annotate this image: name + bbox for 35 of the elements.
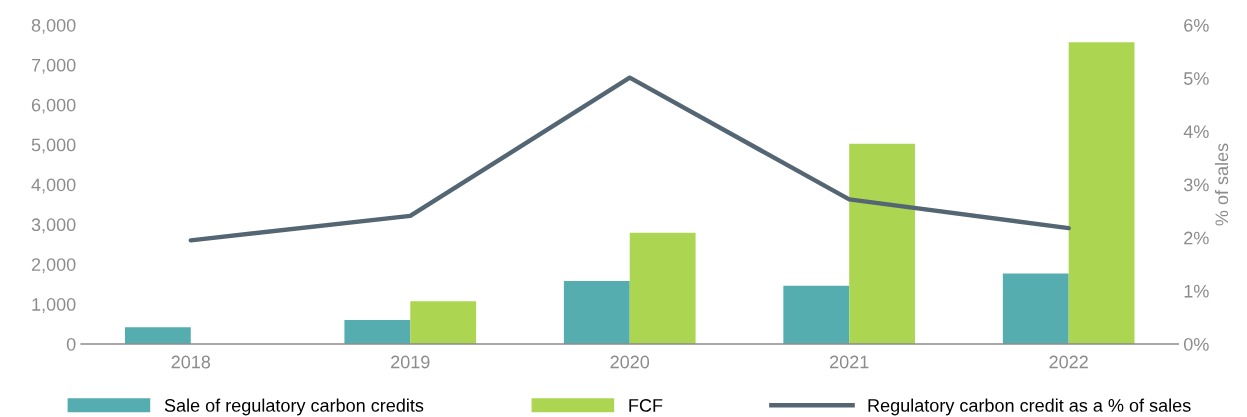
y-tick-label: 1,000 — [32, 298, 76, 313]
bar — [563, 281, 630, 345]
x-tick-label: 2021 — [830, 355, 869, 369]
bar — [344, 320, 411, 345]
y2-tick-label: 4% — [1183, 125, 1209, 138]
y2-tick-label: 6% — [1184, 18, 1209, 32]
legend-label: Sale of regulatory carbon credits — [164, 398, 424, 416]
y2-tick-label: 3% — [1183, 178, 1209, 192]
y2-axis-title: % of sales — [1214, 143, 1229, 226]
x-tick-label: 2022 — [1049, 355, 1088, 369]
bar — [1002, 273, 1069, 345]
bar — [849, 143, 916, 345]
y-tick-label: 3,000 — [31, 218, 76, 234]
x-tick-label: 2019 — [391, 355, 430, 369]
y2-tick-label: 5% — [1184, 72, 1209, 85]
bar — [783, 285, 850, 345]
y-tick-label: 2,000 — [31, 258, 76, 274]
y2-tick-label: 1% — [1184, 284, 1209, 298]
x-tick-label: 2020 — [610, 355, 650, 369]
bar — [410, 301, 477, 345]
bar — [629, 232, 696, 345]
bar — [124, 327, 191, 345]
y-tick-label: 7,000 — [31, 58, 76, 74]
y-tick-label: 4,000 — [31, 178, 76, 194]
x-tick-label: 2018 — [171, 355, 211, 369]
bar — [1068, 42, 1135, 345]
legend-label: Regulatory carbon credit as a % of sales — [868, 398, 1191, 416]
y-tick-label: 0 — [66, 337, 76, 351]
y2-tick-label: 0% — [1183, 337, 1209, 351]
y2-tick-label: 2% — [1184, 231, 1209, 245]
y-tick-label: 8,000 — [31, 18, 76, 34]
y-tick-label: 6,000 — [31, 98, 76, 114]
y-tick-label: 5,000 — [31, 138, 76, 154]
line-series — [188, 75, 1071, 243]
legend-label: FCF — [629, 399, 663, 412]
